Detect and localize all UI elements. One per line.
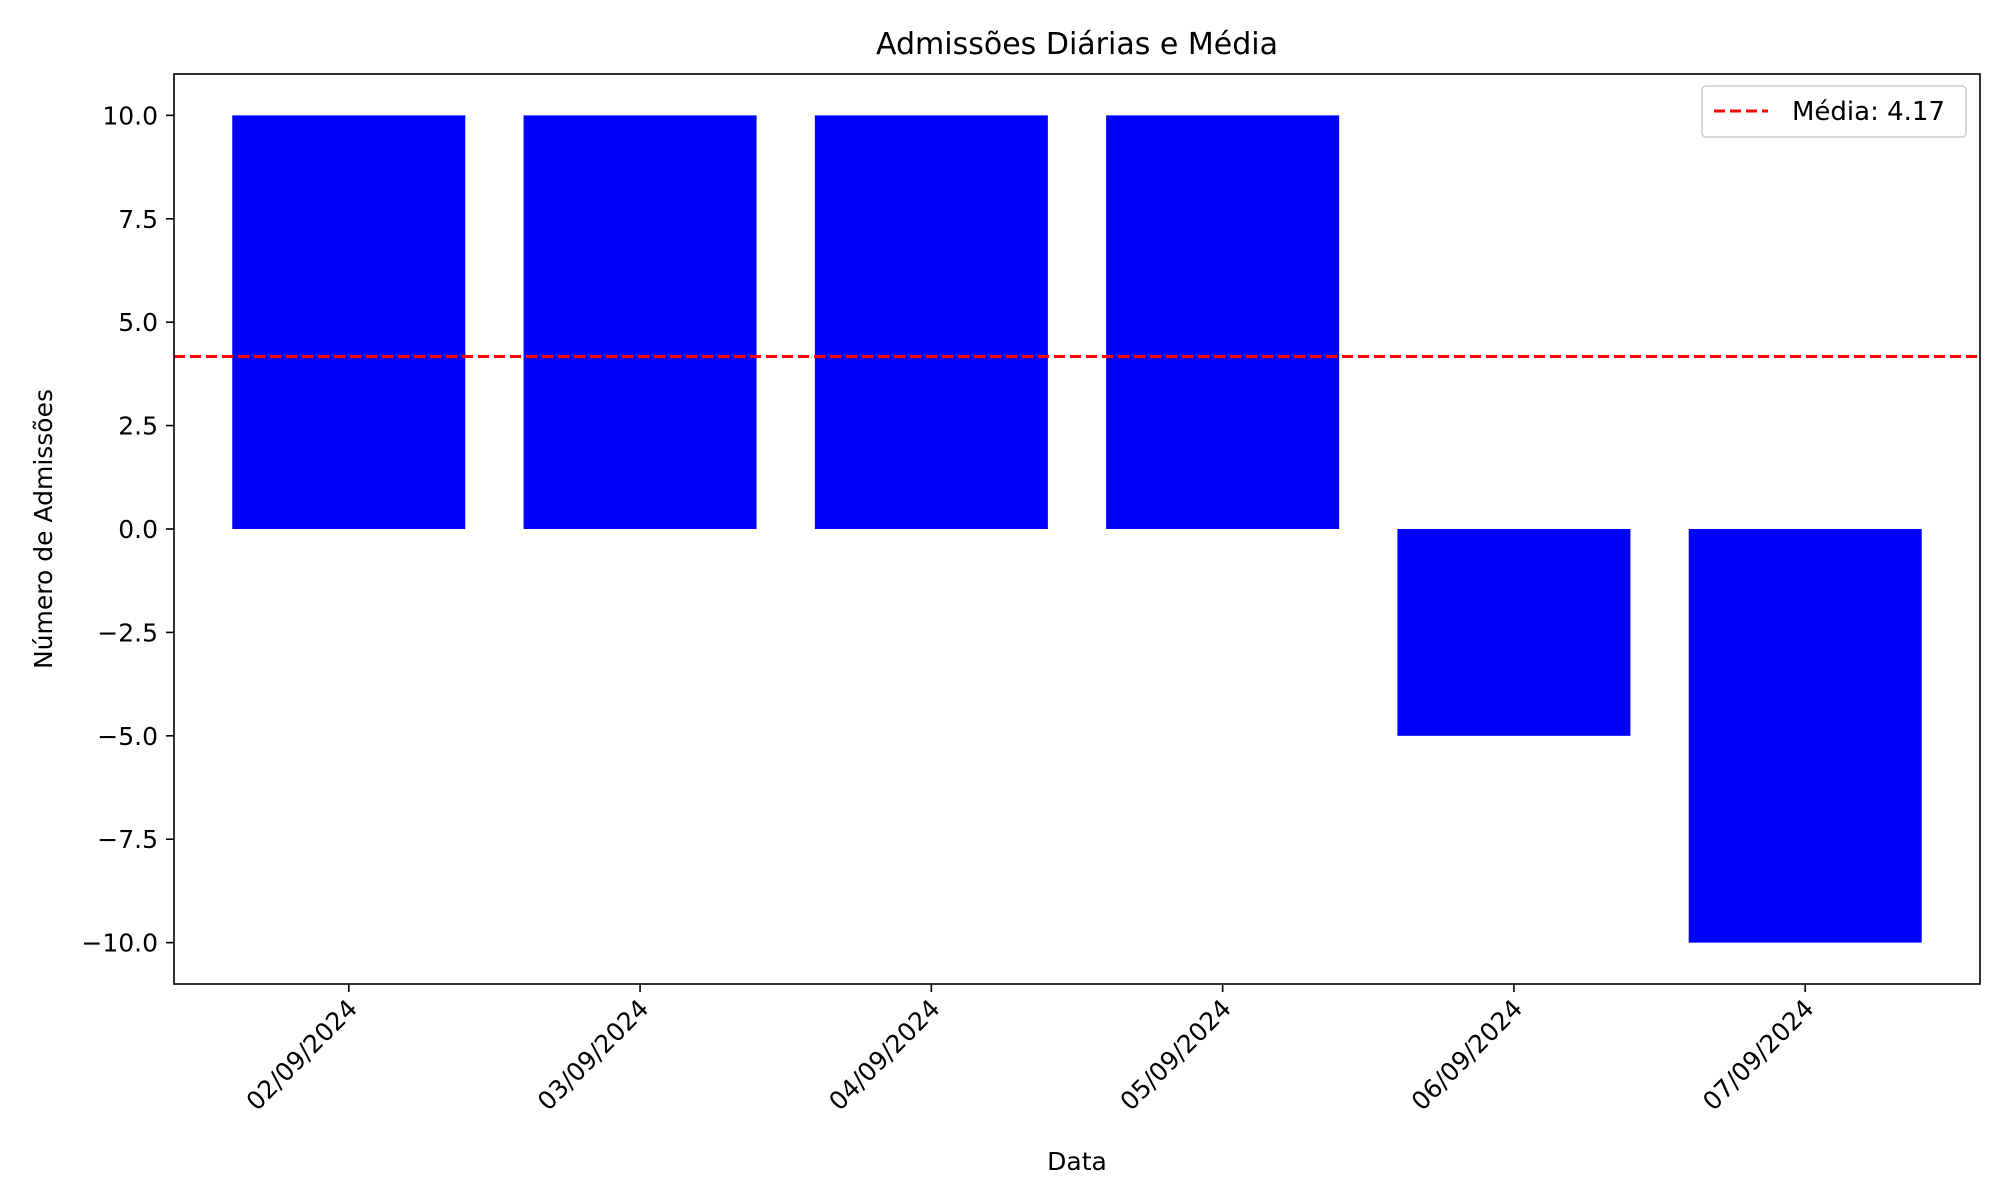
x-tick-label: 03/09/2024 bbox=[532, 994, 654, 1116]
chart-title: Admissões Diárias e Média bbox=[876, 27, 1278, 62]
y-tick-label: 5.0 bbox=[118, 308, 158, 337]
y-tick-label: −2.5 bbox=[97, 618, 158, 647]
legend-box bbox=[1701, 85, 1967, 138]
legend-mean-label: Média: 4.17 bbox=[1792, 97, 1945, 127]
plot-area bbox=[173, 73, 1981, 985]
bar-07-09-2024 bbox=[1688, 529, 1922, 943]
bar-03-09-2024 bbox=[523, 115, 757, 529]
x-tick-label: 06/09/2024 bbox=[1406, 994, 1528, 1116]
x-tick-label: 04/09/2024 bbox=[823, 994, 945, 1116]
y-tick-label: 7.5 bbox=[118, 205, 158, 234]
bars bbox=[232, 115, 1922, 943]
x-axis: 02/09/2024 03/09/2024 04/09/2024 05/09/2024… bbox=[241, 984, 1819, 1116]
y-axis: −10.0 −7.5 −5.0 −2.5 0.0 2.5 5.0 7.5 10.0 bbox=[81, 101, 174, 958]
legend: Média: 4.17 bbox=[1701, 85, 1967, 138]
y-tick-label: −7.5 bbox=[97, 825, 158, 854]
x-tick-label: 07/09/2024 bbox=[1697, 994, 1819, 1116]
y-tick-label: 2.5 bbox=[118, 412, 158, 441]
y-tick-label: −5.0 bbox=[97, 722, 158, 751]
y-axis-label: Número de Admissões bbox=[29, 389, 58, 669]
y-tick-label: 0.0 bbox=[118, 515, 158, 544]
x-axis-label: Data bbox=[1047, 1147, 1107, 1176]
plot-frame bbox=[174, 74, 1980, 984]
bar-06-09-2024 bbox=[1397, 529, 1631, 736]
y-tick-label: −10.0 bbox=[81, 929, 158, 958]
x-tick-label: 02/09/2024 bbox=[241, 994, 363, 1116]
bar-05-09-2024 bbox=[1106, 115, 1340, 529]
y-tick-label: 10.0 bbox=[102, 101, 158, 130]
x-tick-label: 05/09/2024 bbox=[1114, 994, 1236, 1116]
bar-04-09-2024 bbox=[814, 115, 1048, 529]
bar-02-09-2024 bbox=[232, 115, 466, 529]
